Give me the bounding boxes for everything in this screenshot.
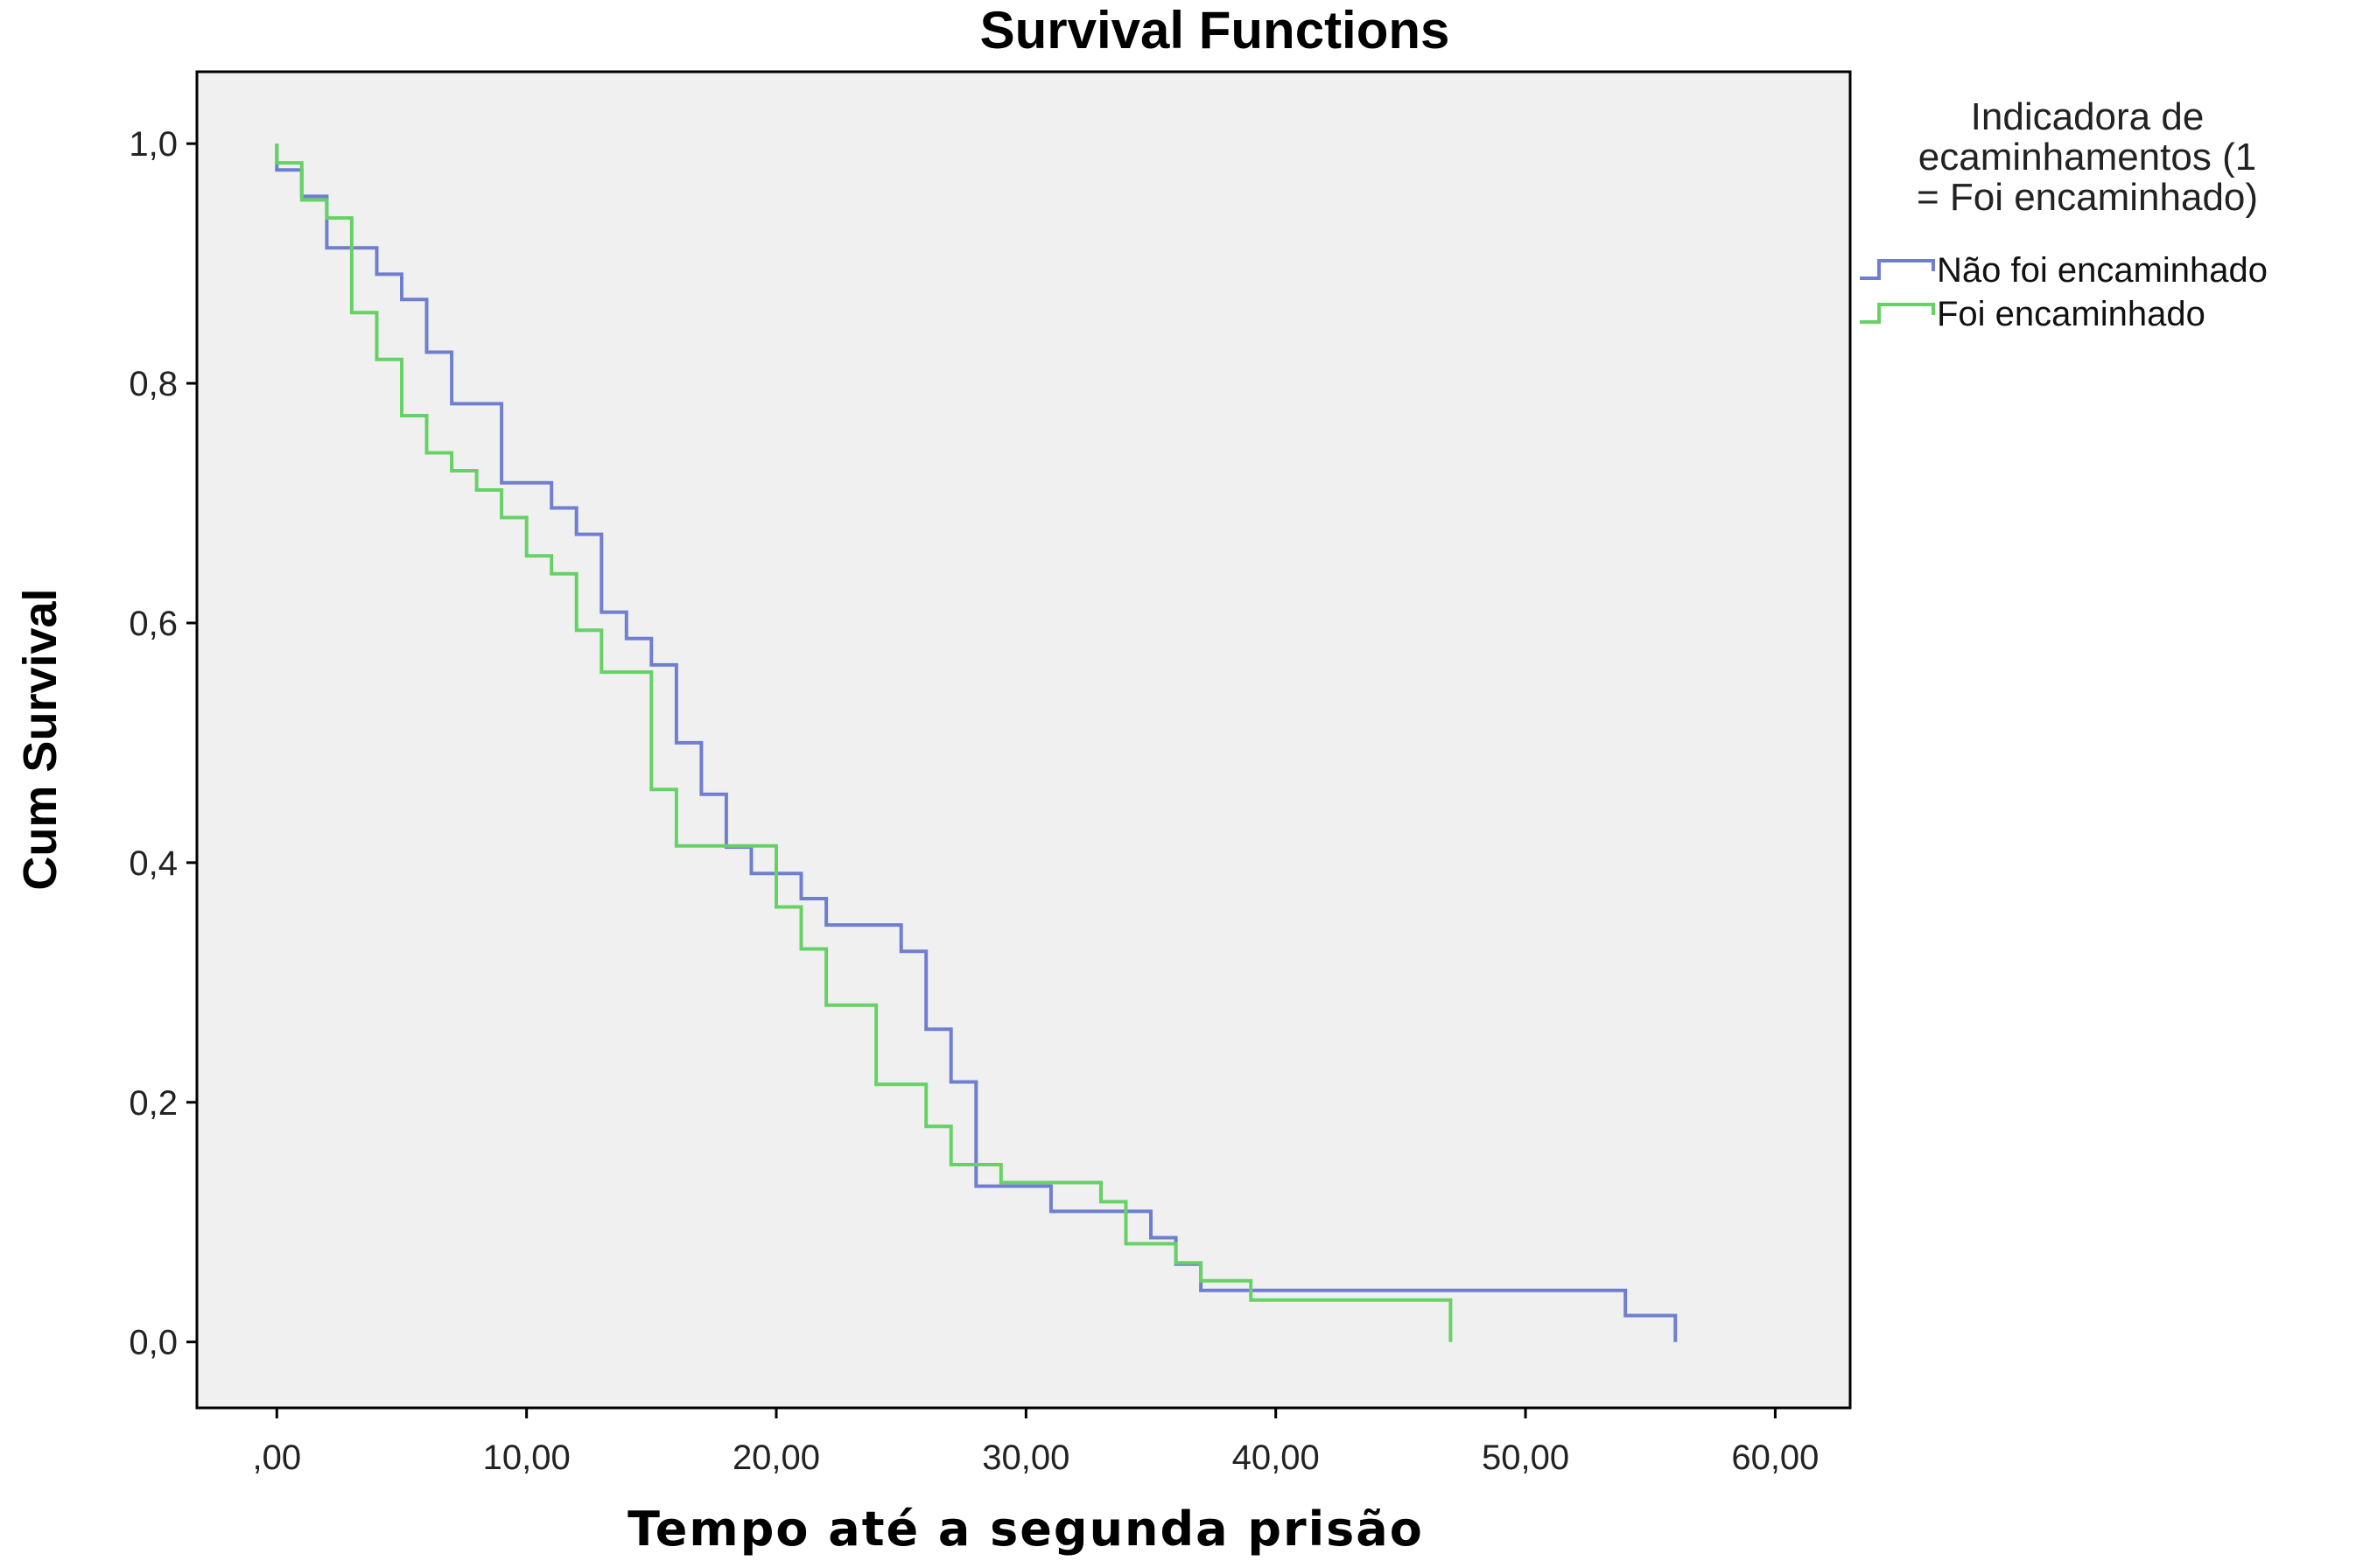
- x-tick-label: 30,00: [982, 1438, 1069, 1477]
- y-tick-label: 0,2: [129, 1084, 178, 1123]
- x-tick-label: 60,00: [1731, 1438, 1819, 1477]
- x-tick-label: 10,00: [483, 1438, 571, 1477]
- x-tick-label: ,00: [253, 1438, 302, 1477]
- legend-swatch: [1860, 303, 1935, 324]
- x-tick-label: 50,00: [1482, 1438, 1569, 1477]
- x-tick-label: 40,00: [1232, 1438, 1320, 1477]
- legend-swatch: [1860, 259, 1935, 280]
- y-axis: 0,0 0,2 0,4 0,6 0,8 1,0: [129, 125, 197, 1362]
- chart-title: Survival Functions: [980, 1, 1450, 60]
- plot-area: [195, 70, 1852, 1410]
- y-tick-label: 0,0: [129, 1324, 178, 1362]
- y-axis-title: Cum Survival: [14, 588, 67, 890]
- legend-title-line: = Foi encaminhado): [1917, 176, 2258, 219]
- survival-step-line-encaminhado: [275, 144, 1453, 1342]
- y-tick-label: 0,4: [129, 844, 178, 883]
- legend: Indicadora de ecaminhamentos (1 = Foi en…: [1860, 95, 2268, 333]
- survival-step-line-nao-encaminhado: [275, 144, 1678, 1342]
- x-axis: ,00 10,00 20,00 30,00 40,00 50,00 60,00: [253, 1408, 1819, 1477]
- y-tick-label: 1,0: [129, 125, 178, 164]
- y-tick-label: 0,8: [129, 365, 178, 403]
- legend-title-line: ecaminhamentos (1: [1918, 136, 2256, 178]
- x-tick-label: 20,00: [733, 1438, 820, 1477]
- legend-label: Foi encaminhado: [1937, 295, 2205, 333]
- x-axis-title: Tempo até a segunda prisão: [628, 1502, 1424, 1557]
- legend-title-line: Indicadora de: [1971, 95, 2205, 138]
- y-tick-label: 0,6: [129, 605, 178, 643]
- series-layer: [275, 144, 1678, 1342]
- legend-label: Não foi encaminhado: [1937, 251, 2268, 290]
